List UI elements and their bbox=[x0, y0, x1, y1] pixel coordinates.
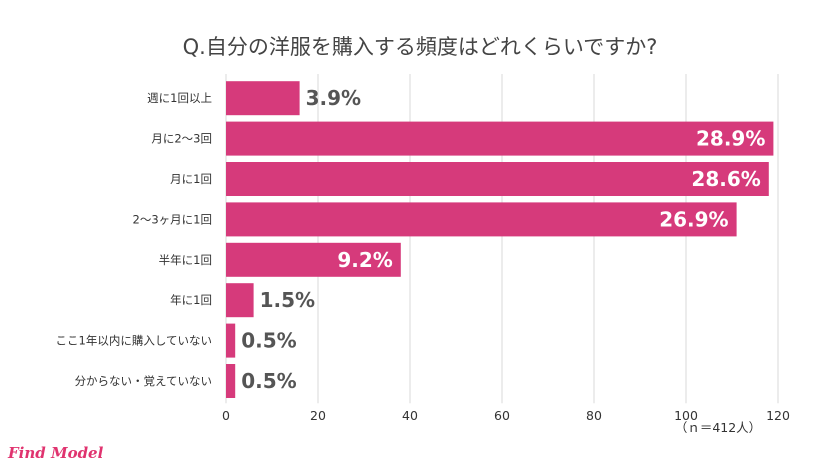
category-label-2: 月に1回 bbox=[170, 172, 212, 186]
x-tick-label-40: 40 bbox=[402, 408, 418, 423]
category-label-6: ここ1年以内に購入していない bbox=[56, 334, 212, 348]
value-label-5: 1.5% bbox=[260, 288, 315, 312]
find-model-logo: Find Model bbox=[7, 444, 104, 462]
value-label-2: 28.6% bbox=[691, 167, 760, 191]
bar-4 bbox=[226, 242, 401, 277]
bar-6 bbox=[226, 323, 236, 358]
category-label-7: 分からない・覚えていない bbox=[75, 374, 212, 388]
bars bbox=[226, 81, 774, 398]
x-tick-label-100: 100 bbox=[674, 408, 698, 423]
bar-2 bbox=[226, 162, 769, 196]
value-label-1: 28.9% bbox=[696, 127, 765, 151]
value-labels: 3.9% 28.9% 28.6% 26.9% 9.2% 1.5% 0.5% 0.5% bbox=[241, 86, 765, 393]
category-label-0: 週に1回以上 bbox=[147, 91, 212, 105]
category-label-5: 年に1回 bbox=[170, 293, 212, 307]
bar-1 bbox=[226, 121, 774, 156]
bar-0 bbox=[226, 81, 300, 116]
x-tick-label-20: 20 bbox=[310, 408, 326, 423]
x-tick-label-120: 120 bbox=[766, 408, 790, 423]
value-label-6: 0.5% bbox=[241, 329, 296, 353]
value-label-4: 9.2% bbox=[337, 248, 392, 272]
bar-7 bbox=[226, 364, 236, 398]
bar-3 bbox=[226, 202, 737, 237]
x-tick-label-80: 80 bbox=[586, 408, 602, 423]
value-label-7: 0.5% bbox=[241, 369, 296, 393]
value-label-3: 26.9% bbox=[659, 207, 728, 231]
chart-title: Q.自分の洋服を購入する頻度はどれくらいですか? bbox=[183, 35, 658, 59]
category-label-3: 2〜3ヶ月に1回 bbox=[133, 212, 212, 226]
value-label-0: 3.9% bbox=[306, 86, 361, 110]
sample-size-note: （ｎ＝412人） bbox=[675, 420, 761, 435]
category-label-4: 半年に1回 bbox=[159, 253, 212, 267]
x-axis-ticks: 0 20 40 60 80 100 120 bbox=[222, 408, 790, 423]
x-tick-label-60: 60 bbox=[494, 408, 510, 423]
x-tick-label-0: 0 bbox=[222, 408, 230, 423]
bar-5 bbox=[226, 283, 254, 318]
category-label-1: 月に2〜3回 bbox=[151, 132, 212, 146]
